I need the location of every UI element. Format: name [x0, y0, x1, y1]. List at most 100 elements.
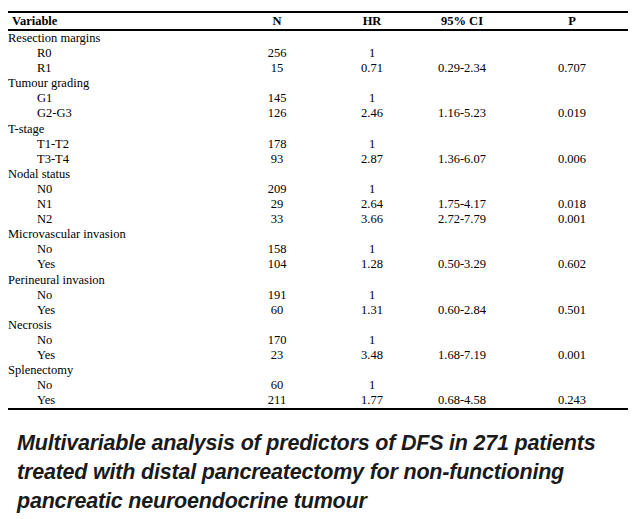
p-cell: 0.006 — [516, 152, 628, 167]
group-label: T-stage — [8, 122, 628, 137]
table-row: Yes233.481.68-7.190.001 — [8, 348, 628, 363]
table-group-row: Resection margins — [8, 30, 628, 46]
column-header-p: P — [516, 12, 628, 30]
variable-cell: No — [8, 242, 218, 257]
variable-cell: G2-G3 — [8, 106, 218, 121]
variable-cell: R1 — [8, 61, 218, 76]
variable-cell: R0 — [8, 46, 218, 61]
ci-cell — [408, 333, 516, 348]
n-cell: 104 — [218, 257, 336, 272]
results-table-body: Resection marginsR02561R1150.710.29-2.34… — [8, 30, 628, 409]
column-header-ci: 95% CI — [408, 12, 516, 30]
variable-cell: Yes — [8, 348, 218, 363]
n-cell: 158 — [218, 242, 336, 257]
p-cell: 0.707 — [516, 61, 628, 76]
ci-cell: 1.75-4.17 — [408, 197, 516, 212]
ci-cell: 2.72-7.79 — [408, 212, 516, 227]
n-cell: 178 — [218, 137, 336, 152]
hr-cell: 1 — [336, 242, 408, 257]
n-cell: 126 — [218, 106, 336, 121]
p-cell: 0.602 — [516, 257, 628, 272]
p-cell — [516, 378, 628, 393]
hr-cell: 2.87 — [336, 152, 408, 167]
p-cell: 0.501 — [516, 303, 628, 318]
variable-cell: N2 — [8, 212, 218, 227]
ci-cell — [408, 91, 516, 106]
hr-cell: 1 — [336, 137, 408, 152]
n-cell: 191 — [218, 288, 336, 303]
table-row: R1150.710.29-2.340.707 — [8, 61, 628, 76]
ci-cell — [408, 288, 516, 303]
hr-cell: 1 — [336, 378, 408, 393]
p-cell — [516, 333, 628, 348]
variable-cell: No — [8, 378, 218, 393]
ci-cell — [408, 137, 516, 152]
table-header: Variable N HR 95% CI P — [8, 12, 628, 30]
table-group-row: Perineural invasion — [8, 273, 628, 288]
n-cell: 23 — [218, 348, 336, 363]
table-row: No1701 — [8, 333, 628, 348]
variable-cell: Yes — [8, 303, 218, 318]
variable-cell: No — [8, 333, 218, 348]
table-group-row: Tumour grading — [8, 76, 628, 91]
page: Variable N HR 95% CI P Resection margins… — [0, 0, 642, 519]
variable-cell: No — [8, 288, 218, 303]
variable-cell: N0 — [8, 182, 218, 197]
results-table: Variable N HR 95% CI P Resection margins… — [8, 11, 628, 410]
p-cell — [516, 46, 628, 61]
table-group-row: T-stage — [8, 122, 628, 137]
hr-cell: 1 — [336, 333, 408, 348]
table-row: Yes601.310.60-2.840.501 — [8, 303, 628, 318]
table-group-row: Microvascular invasion — [8, 227, 628, 242]
table-row: Yes1041.280.50-3.290.602 — [8, 257, 628, 272]
hr-cell: 1.28 — [336, 257, 408, 272]
variable-cell: T3-T4 — [8, 152, 218, 167]
n-cell: 29 — [218, 197, 336, 212]
p-cell: 0.243 — [516, 393, 628, 409]
n-cell: 145 — [218, 91, 336, 106]
n-cell: 33 — [218, 212, 336, 227]
group-label: Perineural invasion — [8, 273, 628, 288]
group-label: Resection margins — [8, 30, 628, 46]
column-header-n: N — [218, 12, 336, 30]
variable-cell: T1-T2 — [8, 137, 218, 152]
group-label: Microvascular invasion — [8, 227, 628, 242]
n-cell: 211 — [218, 393, 336, 409]
hr-cell: 2.64 — [336, 197, 408, 212]
table-group-row: Necrosis — [8, 318, 628, 333]
hr-cell: 1 — [336, 91, 408, 106]
hr-cell: 1 — [336, 46, 408, 61]
hr-cell: 3.48 — [336, 348, 408, 363]
variable-cell: N1 — [8, 197, 218, 212]
table-group-row: Nodal status — [8, 167, 628, 182]
ci-cell: 1.16-5.23 — [408, 106, 516, 121]
ci-cell: 0.50-3.29 — [408, 257, 516, 272]
table-caption: Multivariable analysis of predictors of … — [17, 429, 627, 516]
ci-cell — [408, 182, 516, 197]
p-cell — [516, 288, 628, 303]
n-cell: 60 — [218, 378, 336, 393]
variable-cell: Yes — [8, 393, 218, 409]
ci-cell — [408, 378, 516, 393]
ci-cell — [408, 242, 516, 257]
table-row: T1-T21781 — [8, 137, 628, 152]
column-header-variable: Variable — [8, 12, 218, 30]
hr-cell: 1.31 — [336, 303, 408, 318]
ci-cell: 0.68-4.58 — [408, 393, 516, 409]
group-label: Splenectomy — [8, 363, 628, 378]
caption-line: treated with distal pancreatectomy for n… — [17, 458, 627, 487]
n-cell: 170 — [218, 333, 336, 348]
p-cell — [516, 91, 628, 106]
ci-cell: 0.29-2.34 — [408, 61, 516, 76]
p-cell: 0.001 — [516, 348, 628, 363]
n-cell: 93 — [218, 152, 336, 167]
results-table-container: Variable N HR 95% CI P Resection margins… — [8, 11, 628, 410]
group-label: Nodal status — [8, 167, 628, 182]
hr-cell: 2.46 — [336, 106, 408, 121]
n-cell: 60 — [218, 303, 336, 318]
table-row: N1292.641.75-4.170.018 — [8, 197, 628, 212]
p-cell — [516, 137, 628, 152]
table-row: N2333.662.72-7.790.001 — [8, 212, 628, 227]
group-label: Tumour grading — [8, 76, 628, 91]
table-header-row: Variable N HR 95% CI P — [8, 12, 628, 30]
